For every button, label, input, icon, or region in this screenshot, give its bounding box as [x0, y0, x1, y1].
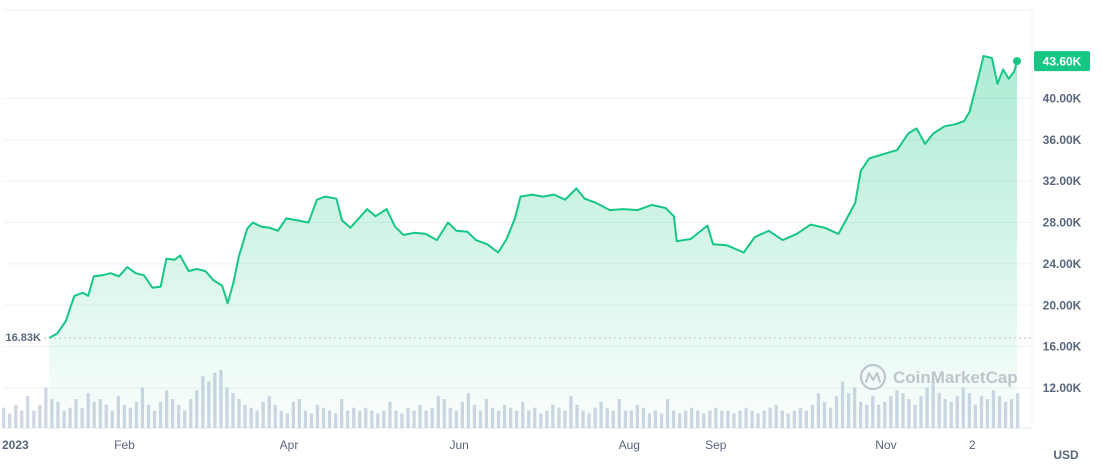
coinmarketcap-logo-icon [859, 363, 887, 391]
volume-bar [1016, 393, 1020, 428]
watermark: CoinMarketCap [859, 363, 1018, 391]
x-tick-label: Feb [114, 438, 135, 452]
volume-bar [8, 413, 12, 428]
price-area-fill [49, 56, 1017, 428]
y-tick-label: 12.00K [1043, 381, 1082, 395]
y-tick-label: 16.00K [1043, 340, 1082, 354]
x-tick-label: Apr [280, 438, 299, 452]
watermark-text: CoinMarketCap [893, 368, 1018, 387]
x-axis-ticks: 2023 Feb Apr Jun Aug Sep Nov 2 [2, 438, 976, 452]
x-tick-label: 2 [969, 438, 976, 452]
y-tick-label: 32.00K [1043, 174, 1082, 188]
volume-bar [38, 404, 42, 428]
x-tick-label: Jun [449, 438, 468, 452]
volume-bar [14, 404, 18, 428]
volume-bar [2, 407, 6, 428]
start-price-label: 16.83K [6, 332, 42, 344]
y-axis-ticks: 12.00K 16.00K 20.00K 24.00K 28.00K 32.00K 36.0… [1043, 91, 1082, 395]
volume-bar [44, 387, 48, 428]
last-price-dot [1013, 57, 1021, 66]
x-tick-label: Sep [705, 438, 727, 452]
last-price-badge: 43.60K [1034, 51, 1090, 72]
y-tick-label: 36.00K [1043, 133, 1082, 147]
y-tick-label: 20.00K [1043, 298, 1082, 312]
x-tick-label: Aug [619, 438, 640, 452]
currency-unit: USD [1053, 448, 1079, 462]
price-line [48, 55, 1018, 339]
last-price-label: 43.60K [1043, 54, 1082, 68]
y-tick-label: 24.00K [1043, 257, 1082, 271]
x-tick-label: Nov [875, 438, 896, 452]
x-tick-label: 2023 [2, 438, 29, 452]
y-tick-label: 28.00K [1043, 216, 1082, 230]
volume-bar [26, 396, 30, 428]
volume-bar [32, 410, 36, 428]
volume-bar [20, 410, 24, 428]
y-tick-label: 40.00K [1043, 91, 1082, 105]
